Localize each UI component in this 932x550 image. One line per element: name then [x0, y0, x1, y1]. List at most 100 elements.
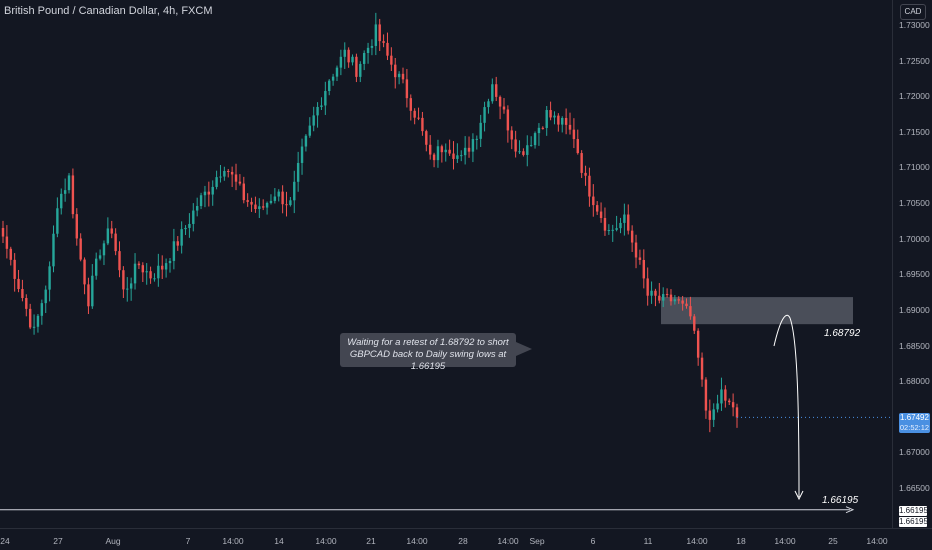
- candle-body: [203, 191, 207, 196]
- candle-body: [52, 233, 55, 267]
- candle-body: [176, 241, 179, 246]
- candle-body: [114, 233, 117, 252]
- time-tick: Aug: [105, 536, 121, 546]
- candle-body: [5, 236, 9, 249]
- time-tick: 27: [53, 536, 63, 546]
- candle-body: [495, 84, 498, 97]
- candle-body: [615, 228, 618, 230]
- candle-body: [662, 294, 665, 301]
- candle-body: [172, 241, 176, 261]
- candle-body: [215, 177, 218, 187]
- candle-body: [448, 149, 451, 154]
- candle-body: [60, 193, 63, 209]
- candle-body: [91, 275, 94, 307]
- candle-body: [273, 196, 277, 201]
- candle-body: [529, 145, 533, 147]
- candle-body: [351, 56, 354, 63]
- candle-body: [304, 135, 308, 147]
- candle-body: [9, 248, 12, 260]
- price-tick: 1.70000: [899, 233, 930, 244]
- candle-body: [673, 299, 677, 302]
- candle-body: [106, 228, 110, 244]
- candle-body: [145, 271, 148, 273]
- price-tick: 1.73000: [899, 20, 930, 30]
- candle-body: [219, 176, 222, 178]
- candle-body: [728, 400, 731, 403]
- projection-arrow: [773, 314, 800, 498]
- candle-body: [397, 73, 401, 78]
- candle-body: [382, 41, 385, 43]
- candle-body: [522, 151, 525, 155]
- candle-body: [242, 183, 245, 201]
- currency-button[interactable]: CAD: [900, 4, 926, 20]
- candle-body: [432, 154, 436, 161]
- candle-body: [374, 24, 378, 46]
- candle-body: [689, 306, 692, 317]
- candle-body: [456, 155, 459, 159]
- candle-body: [708, 410, 712, 420]
- candle-body: [452, 153, 455, 159]
- time-tick: 7: [185, 536, 191, 546]
- candle-body: [712, 409, 715, 420]
- candle-body: [518, 151, 521, 153]
- candle-body: [572, 129, 576, 140]
- price-tick: 1.71500: [899, 126, 930, 137]
- time-tick: 14:00: [774, 536, 796, 546]
- candle-body: [258, 206, 261, 210]
- candle-body: [650, 290, 653, 296]
- candle-body: [184, 227, 187, 230]
- candle-body: [366, 47, 370, 54]
- candle-body: [87, 284, 90, 307]
- retest-level-label: 1.68792: [824, 328, 861, 339]
- candle-body: [483, 107, 486, 123]
- candle-body: [724, 389, 727, 401]
- price-scale-divider: [892, 0, 893, 528]
- candle-body: [308, 125, 312, 136]
- candle-body: [549, 110, 552, 118]
- candle-body: [401, 73, 405, 80]
- candle-body: [188, 223, 191, 228]
- candle-body: [463, 147, 467, 156]
- candle-body: [168, 260, 172, 264]
- candle-body: [646, 278, 649, 296]
- candle-body: [630, 230, 634, 243]
- candle-body: [21, 289, 24, 298]
- candle-body: [153, 278, 156, 280]
- candle-body: [696, 330, 700, 358]
- candle-body: [460, 155, 463, 157]
- candle-body: [17, 278, 20, 290]
- candle-body: [250, 201, 253, 205]
- candle-body: [642, 259, 645, 279]
- time-tick: 14: [274, 536, 284, 546]
- time-tick: 24: [0, 536, 10, 546]
- candle-body: [475, 138, 479, 140]
- price-tick: 1.66500: [899, 483, 930, 493]
- target-price-tag: 1.66195: [899, 506, 928, 516]
- chart-title: British Pound / Canadian Dollar, 4h, FXC…: [4, 5, 213, 17]
- candle-body: [502, 106, 506, 110]
- candle-body: [592, 196, 595, 206]
- candle-body: [300, 146, 304, 163]
- candle-body: [436, 146, 440, 161]
- candle-body: [122, 270, 125, 290]
- candle-body: [378, 24, 381, 42]
- candle-body: [227, 170, 230, 172]
- candle-body: [491, 84, 494, 102]
- candle-body: [102, 243, 106, 256]
- time-tick: Sep: [529, 536, 545, 546]
- candle-body: [312, 115, 315, 126]
- candle-body: [98, 255, 102, 259]
- candle-body: [700, 357, 704, 380]
- candle-body: [362, 53, 366, 64]
- candle-body: [40, 303, 44, 316]
- time-tick: 14:00: [686, 536, 708, 546]
- candle-body: [281, 191, 284, 205]
- candle-body: [627, 214, 630, 231]
- candle-body: [133, 263, 137, 284]
- annotation-line-2: GBPCAD back to Daily swing lows at 1.661…: [349, 349, 507, 372]
- price-tick: 1.67000: [899, 447, 930, 458]
- annotation-callout[interactable]: Waiting for a retest of 1.68792 to short…: [340, 333, 516, 372]
- candle-body: [254, 204, 257, 210]
